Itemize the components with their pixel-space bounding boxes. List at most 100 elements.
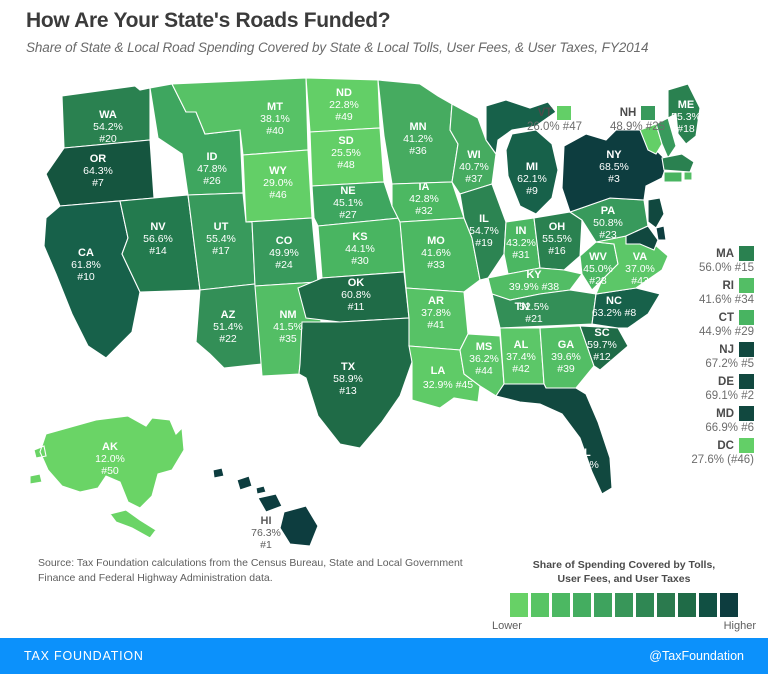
small-state-swatch-ri (739, 278, 754, 293)
page-subtitle: Share of State & Local Road Spending Cov… (26, 40, 649, 56)
svg-text:54.7%: 54.7% (469, 225, 499, 237)
state-MD-shape[interactable] (625, 225, 659, 251)
state-MI[interactable] (485, 99, 559, 215)
svg-text:36.2%: 36.2% (469, 353, 499, 365)
svg-text:#7: #7 (92, 177, 104, 189)
state-TN[interactable] (491, 289, 597, 329)
legend-swatch-0 (510, 593, 528, 618)
state-DE-shape[interactable] (655, 225, 667, 241)
svg-text:#42: #42 (512, 363, 530, 375)
svg-text:#4: #4 (578, 471, 590, 483)
svg-text:#10: #10 (77, 271, 95, 283)
header: How Are Your State's Roads Funded? Share… (26, 8, 748, 55)
svg-text:39.6%: 39.6% (551, 351, 581, 363)
small-state-abbr-dc: DC (717, 439, 734, 452)
footer-handle[interactable]: @TaxFoundation (649, 649, 744, 663)
svg-text:55.5%: 55.5% (542, 233, 572, 245)
legend-higher-label: Higher (723, 620, 756, 633)
small-state-value-de: 69.1% #2 (705, 390, 754, 402)
source-note: Source: Tax Foundation calculations from… (38, 557, 463, 585)
svg-text:MN: MN (409, 121, 426, 133)
svg-text:OK: OK (348, 277, 365, 289)
state-RI-shape[interactable] (683, 171, 693, 181)
svg-text:#40: #40 (266, 125, 284, 137)
state-HI[interactable] (212, 467, 319, 547)
svg-text:45.0%: 45.0% (583, 263, 613, 275)
state-SC[interactable] (579, 325, 629, 371)
svg-text:CA: CA (78, 247, 94, 259)
small-state-value-ct: 44.9% #29 (699, 326, 754, 338)
svg-text:60.8%: 60.8% (341, 289, 371, 301)
small-states-legend: MA 56.0% #15 RI 41.6% #34 CT 44.9% #29 NJ 67.2%… (638, 246, 754, 470)
svg-text:#36: #36 (409, 145, 427, 157)
svg-text:NY: NY (606, 149, 622, 161)
floating-label-vt-swatch (557, 106, 572, 120)
small-state-row-md[interactable]: MD (638, 406, 754, 421)
svg-text:25.5%: 25.5% (331, 147, 361, 159)
svg-text:MT: MT (267, 101, 283, 113)
svg-text:38.1%: 38.1% (260, 113, 290, 125)
svg-text:PA: PA (601, 205, 616, 217)
svg-text:43.2%: 43.2% (506, 237, 536, 249)
small-state-row-ct[interactable]: CT (638, 310, 754, 325)
small-state-row-ma[interactable]: MA (638, 246, 754, 261)
svg-text:47.8%: 47.8% (197, 163, 227, 175)
small-state-swatch-ma (739, 246, 754, 261)
svg-text:IA: IA (419, 181, 430, 193)
svg-text:WY: WY (269, 165, 287, 177)
svg-text:#33: #33 (427, 259, 445, 271)
svg-text:68.5%: 68.5% (599, 161, 629, 173)
small-state-row-dc[interactable]: DC (638, 438, 754, 453)
svg-text:#23: #23 (599, 229, 617, 241)
state-CT-shape[interactable] (663, 171, 683, 183)
small-state-swatch-nj (739, 342, 754, 357)
svg-text:62.1%: 62.1% (517, 173, 547, 185)
small-state-value-md: 66.9% #6 (705, 422, 754, 434)
svg-text:55.3%: 55.3% (671, 111, 700, 123)
svg-text:41.2%: 41.2% (403, 133, 433, 145)
state-MA-shape[interactable] (661, 153, 695, 173)
small-state-row-nj[interactable]: NJ (638, 342, 754, 357)
small-state-row-ri[interactable]: RI (638, 278, 754, 293)
state-NH-shape[interactable] (655, 117, 677, 160)
svg-text:#27: #27 (339, 209, 357, 221)
floating-label-nh: NH 48.9% #25 (610, 106, 665, 133)
state-VT-shape[interactable] (639, 123, 663, 155)
legend-swatch-9 (699, 593, 717, 618)
state-NJ-shape[interactable] (647, 197, 665, 229)
state-ME[interactable] (667, 83, 700, 145)
legend-swatch-3 (573, 593, 591, 618)
floating-label-vt: VT 26.0% #47 (527, 106, 582, 133)
svg-text:ID: ID (207, 151, 218, 163)
svg-text:ME: ME (678, 99, 695, 111)
small-state-value-ma: 56.0% #15 (699, 262, 754, 274)
state-FL[interactable] (495, 383, 613, 495)
state-TX[interactable] (298, 317, 413, 449)
state-MT[interactable] (171, 78, 309, 156)
svg-text:#41: #41 (427, 319, 445, 331)
svg-text:WA: WA (99, 109, 117, 121)
state-AK[interactable] (29, 415, 185, 539)
svg-text:37.0%: 37.0% (625, 263, 655, 275)
svg-text:44.1%: 44.1% (345, 243, 375, 255)
svg-text:#48: #48 (337, 159, 355, 171)
small-state-row-de[interactable]: DE (638, 374, 754, 389)
svg-text:#31: #31 (512, 249, 530, 261)
